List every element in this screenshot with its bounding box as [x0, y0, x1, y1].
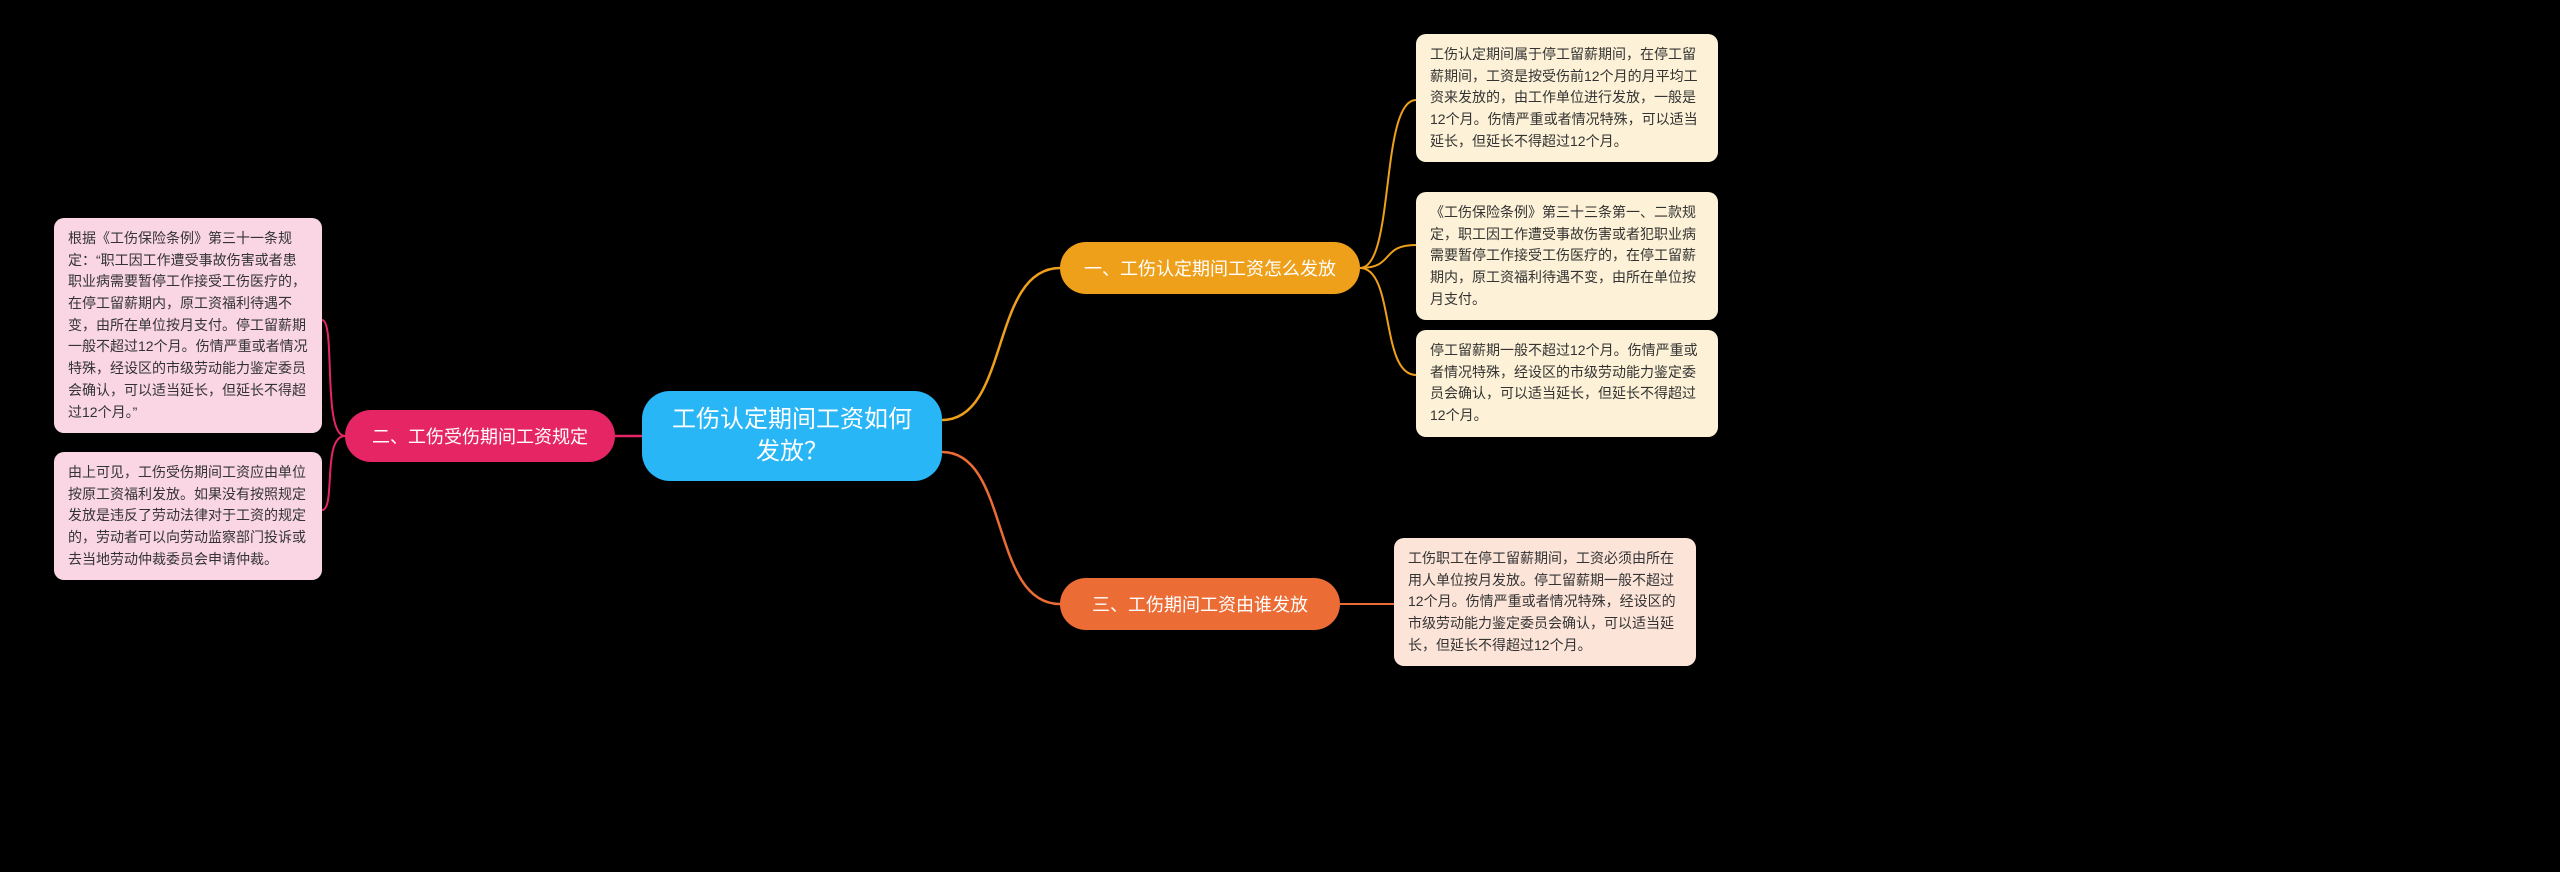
edge-b1-leaf1	[1360, 100, 1416, 268]
edge-b2-leaf2	[322, 436, 345, 510]
branch-3-node[interactable]: 三、工伤期间工资由谁发放	[1060, 578, 1340, 630]
edge-b2-leaf1	[322, 320, 345, 436]
leaf-text: 《工伤保险条例》第三十三条第一、二款规定，职工因工作遭受事故伤害或者犯职业病需要…	[1430, 204, 1696, 307]
root-label: 工伤认定期间工资如何发放？	[666, 404, 918, 469]
leaf-text: 工伤认定期间属于停工留薪期间，在停工留薪期间，工资是按受伤前12个月的月平均工资…	[1430, 46, 1698, 149]
branch-1-label: 一、工伤认定期间工资怎么发放	[1084, 255, 1336, 281]
leaf-text: 根据《工伤保险条例》第三十一条规定：“职工因工作遭受事故伤害或者患职业病需要暂停…	[68, 230, 308, 420]
branch-2-label: 二、工伤受伤期间工资规定	[372, 423, 588, 449]
branch-1-node[interactable]: 一、工伤认定期间工资怎么发放	[1060, 242, 1360, 294]
edge-b1-leaf3	[1360, 268, 1416, 375]
branch-2-leaf-2[interactable]: 由上可见，工伤受伤期间工资应由单位按原工资福利发放。如果没有按照规定发放是违反了…	[54, 452, 322, 580]
leaf-text: 工伤职工在停工留薪期间，工资必须由所在用人单位按月发放。停工留薪期一般不超过12…	[1408, 550, 1676, 653]
branch-1-leaf-1[interactable]: 工伤认定期间属于停工留薪期间，在停工留薪期间，工资是按受伤前12个月的月平均工资…	[1416, 34, 1718, 162]
branch-3-label: 三、工伤期间工资由谁发放	[1092, 591, 1308, 617]
branch-3-leaf-1[interactable]: 工伤职工在停工留薪期间，工资必须由所在用人单位按月发放。停工留薪期一般不超过12…	[1394, 538, 1696, 666]
leaf-text: 由上可见，工伤受伤期间工资应由单位按原工资福利发放。如果没有按照规定发放是违反了…	[68, 464, 306, 567]
edge-root-b1	[942, 268, 1060, 420]
leaf-text: 停工留薪期一般不超过12个月。伤情严重或者情况特殊，经设区的市级劳动能力鉴定委员…	[1430, 342, 1698, 423]
branch-2-leaf-1[interactable]: 根据《工伤保险条例》第三十一条规定：“职工因工作遭受事故伤害或者患职业病需要暂停…	[54, 218, 322, 433]
root-node[interactable]: 工伤认定期间工资如何发放？	[642, 391, 942, 481]
branch-1-leaf-3[interactable]: 停工留薪期一般不超过12个月。伤情严重或者情况特殊，经设区的市级劳动能力鉴定委员…	[1416, 330, 1718, 437]
branch-1-leaf-2[interactable]: 《工伤保险条例》第三十三条第一、二款规定，职工因工作遭受事故伤害或者犯职业病需要…	[1416, 192, 1718, 320]
edge-root-b3	[942, 452, 1060, 604]
branch-2-node[interactable]: 二、工伤受伤期间工资规定	[345, 410, 615, 462]
edge-b1-leaf2	[1360, 245, 1416, 268]
